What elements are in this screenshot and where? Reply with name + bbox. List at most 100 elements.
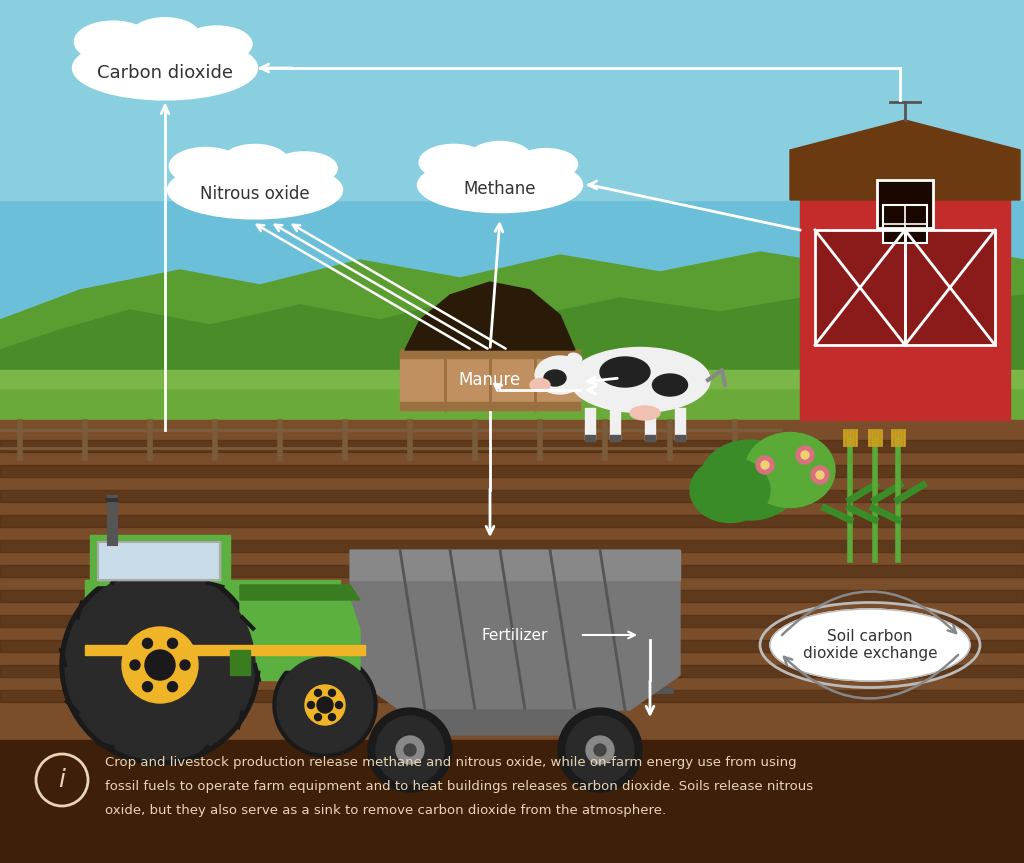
Circle shape (336, 702, 342, 709)
Ellipse shape (130, 18, 200, 55)
Polygon shape (240, 600, 360, 670)
Polygon shape (98, 542, 220, 580)
Ellipse shape (222, 144, 288, 179)
Bar (0, 0, 1024, 200)
Circle shape (796, 446, 814, 464)
Ellipse shape (652, 374, 687, 396)
Ellipse shape (270, 152, 337, 185)
Circle shape (368, 708, 452, 792)
Circle shape (594, 744, 606, 756)
Ellipse shape (168, 161, 342, 219)
Bar (877, 180, 933, 228)
Text: Carbon dioxide: Carbon dioxide (97, 64, 233, 81)
Circle shape (586, 736, 614, 764)
Ellipse shape (469, 142, 531, 174)
Circle shape (60, 565, 260, 765)
Bar (0, 370, 1024, 450)
Circle shape (811, 466, 829, 484)
Bar (0, 540, 1024, 552)
Bar (585, 408, 595, 440)
Bar (0, 615, 1024, 627)
Bar (400, 350, 580, 358)
Bar (883, 205, 927, 243)
Circle shape (142, 682, 153, 691)
Bar (815, 230, 905, 345)
Bar (675, 435, 685, 441)
Circle shape (404, 744, 416, 756)
Bar (645, 435, 655, 441)
Bar (85, 645, 365, 655)
Ellipse shape (630, 406, 660, 420)
Ellipse shape (75, 21, 152, 62)
Text: oxide, but they also serve as a sink to remove carbon dioxide from the atmospher: oxide, but they also serve as a sink to … (105, 803, 667, 816)
Bar (905, 230, 995, 345)
Ellipse shape (419, 144, 488, 180)
Circle shape (122, 627, 198, 703)
Circle shape (314, 690, 322, 696)
Bar (400, 402, 580, 410)
Ellipse shape (600, 357, 650, 387)
Bar (883, 205, 927, 243)
Circle shape (130, 660, 140, 670)
Bar (815, 230, 905, 345)
Circle shape (317, 697, 333, 713)
Text: Soil carbon
dioxide exchange: Soil carbon dioxide exchange (803, 629, 937, 661)
Bar (400, 350, 580, 410)
Polygon shape (0, 390, 1024, 440)
Bar (0, 740, 1024, 863)
Polygon shape (240, 585, 360, 600)
Circle shape (168, 639, 177, 648)
Bar (610, 435, 620, 441)
Bar (0, 640, 1024, 652)
Circle shape (168, 682, 177, 691)
Text: i: i (58, 768, 66, 792)
Ellipse shape (570, 348, 710, 413)
Polygon shape (420, 710, 610, 735)
Circle shape (761, 461, 769, 469)
Ellipse shape (544, 370, 566, 386)
Ellipse shape (418, 157, 583, 212)
Ellipse shape (700, 440, 800, 520)
Polygon shape (406, 282, 575, 350)
Circle shape (816, 471, 824, 479)
Circle shape (566, 716, 634, 784)
Text: Manure: Manure (459, 371, 521, 389)
Ellipse shape (690, 457, 770, 522)
Bar (585, 435, 595, 441)
Bar (0, 420, 1024, 740)
Bar (0, 440, 1024, 452)
Ellipse shape (568, 353, 582, 362)
Circle shape (305, 685, 345, 725)
Text: Methane: Methane (464, 180, 537, 198)
Circle shape (801, 451, 809, 459)
Circle shape (307, 702, 314, 709)
Circle shape (273, 653, 377, 757)
Bar (0, 665, 1024, 677)
Polygon shape (350, 550, 680, 580)
Ellipse shape (181, 26, 252, 62)
Text: Nitrous oxide: Nitrous oxide (200, 185, 310, 203)
Bar (610, 408, 620, 440)
Ellipse shape (745, 432, 835, 507)
Ellipse shape (530, 379, 550, 392)
Bar (0, 465, 1024, 477)
Circle shape (756, 456, 774, 474)
Circle shape (180, 660, 190, 670)
Circle shape (142, 639, 153, 648)
Bar (645, 408, 655, 440)
Text: fossil fuels to operate farm equipment and to heat buildings releases carbon dio: fossil fuels to operate farm equipment a… (105, 779, 813, 792)
Polygon shape (0, 295, 1024, 380)
Bar (0, 590, 1024, 602)
Bar (0, 690, 1024, 702)
Circle shape (558, 708, 642, 792)
Ellipse shape (169, 148, 243, 185)
Bar (0, 0, 1024, 460)
Circle shape (314, 714, 322, 721)
Bar (675, 408, 685, 440)
Bar (0, 490, 1024, 502)
Ellipse shape (515, 148, 578, 180)
Ellipse shape (535, 356, 585, 394)
Polygon shape (790, 120, 1020, 200)
Bar (905, 230, 995, 345)
Bar (230, 650, 250, 675)
